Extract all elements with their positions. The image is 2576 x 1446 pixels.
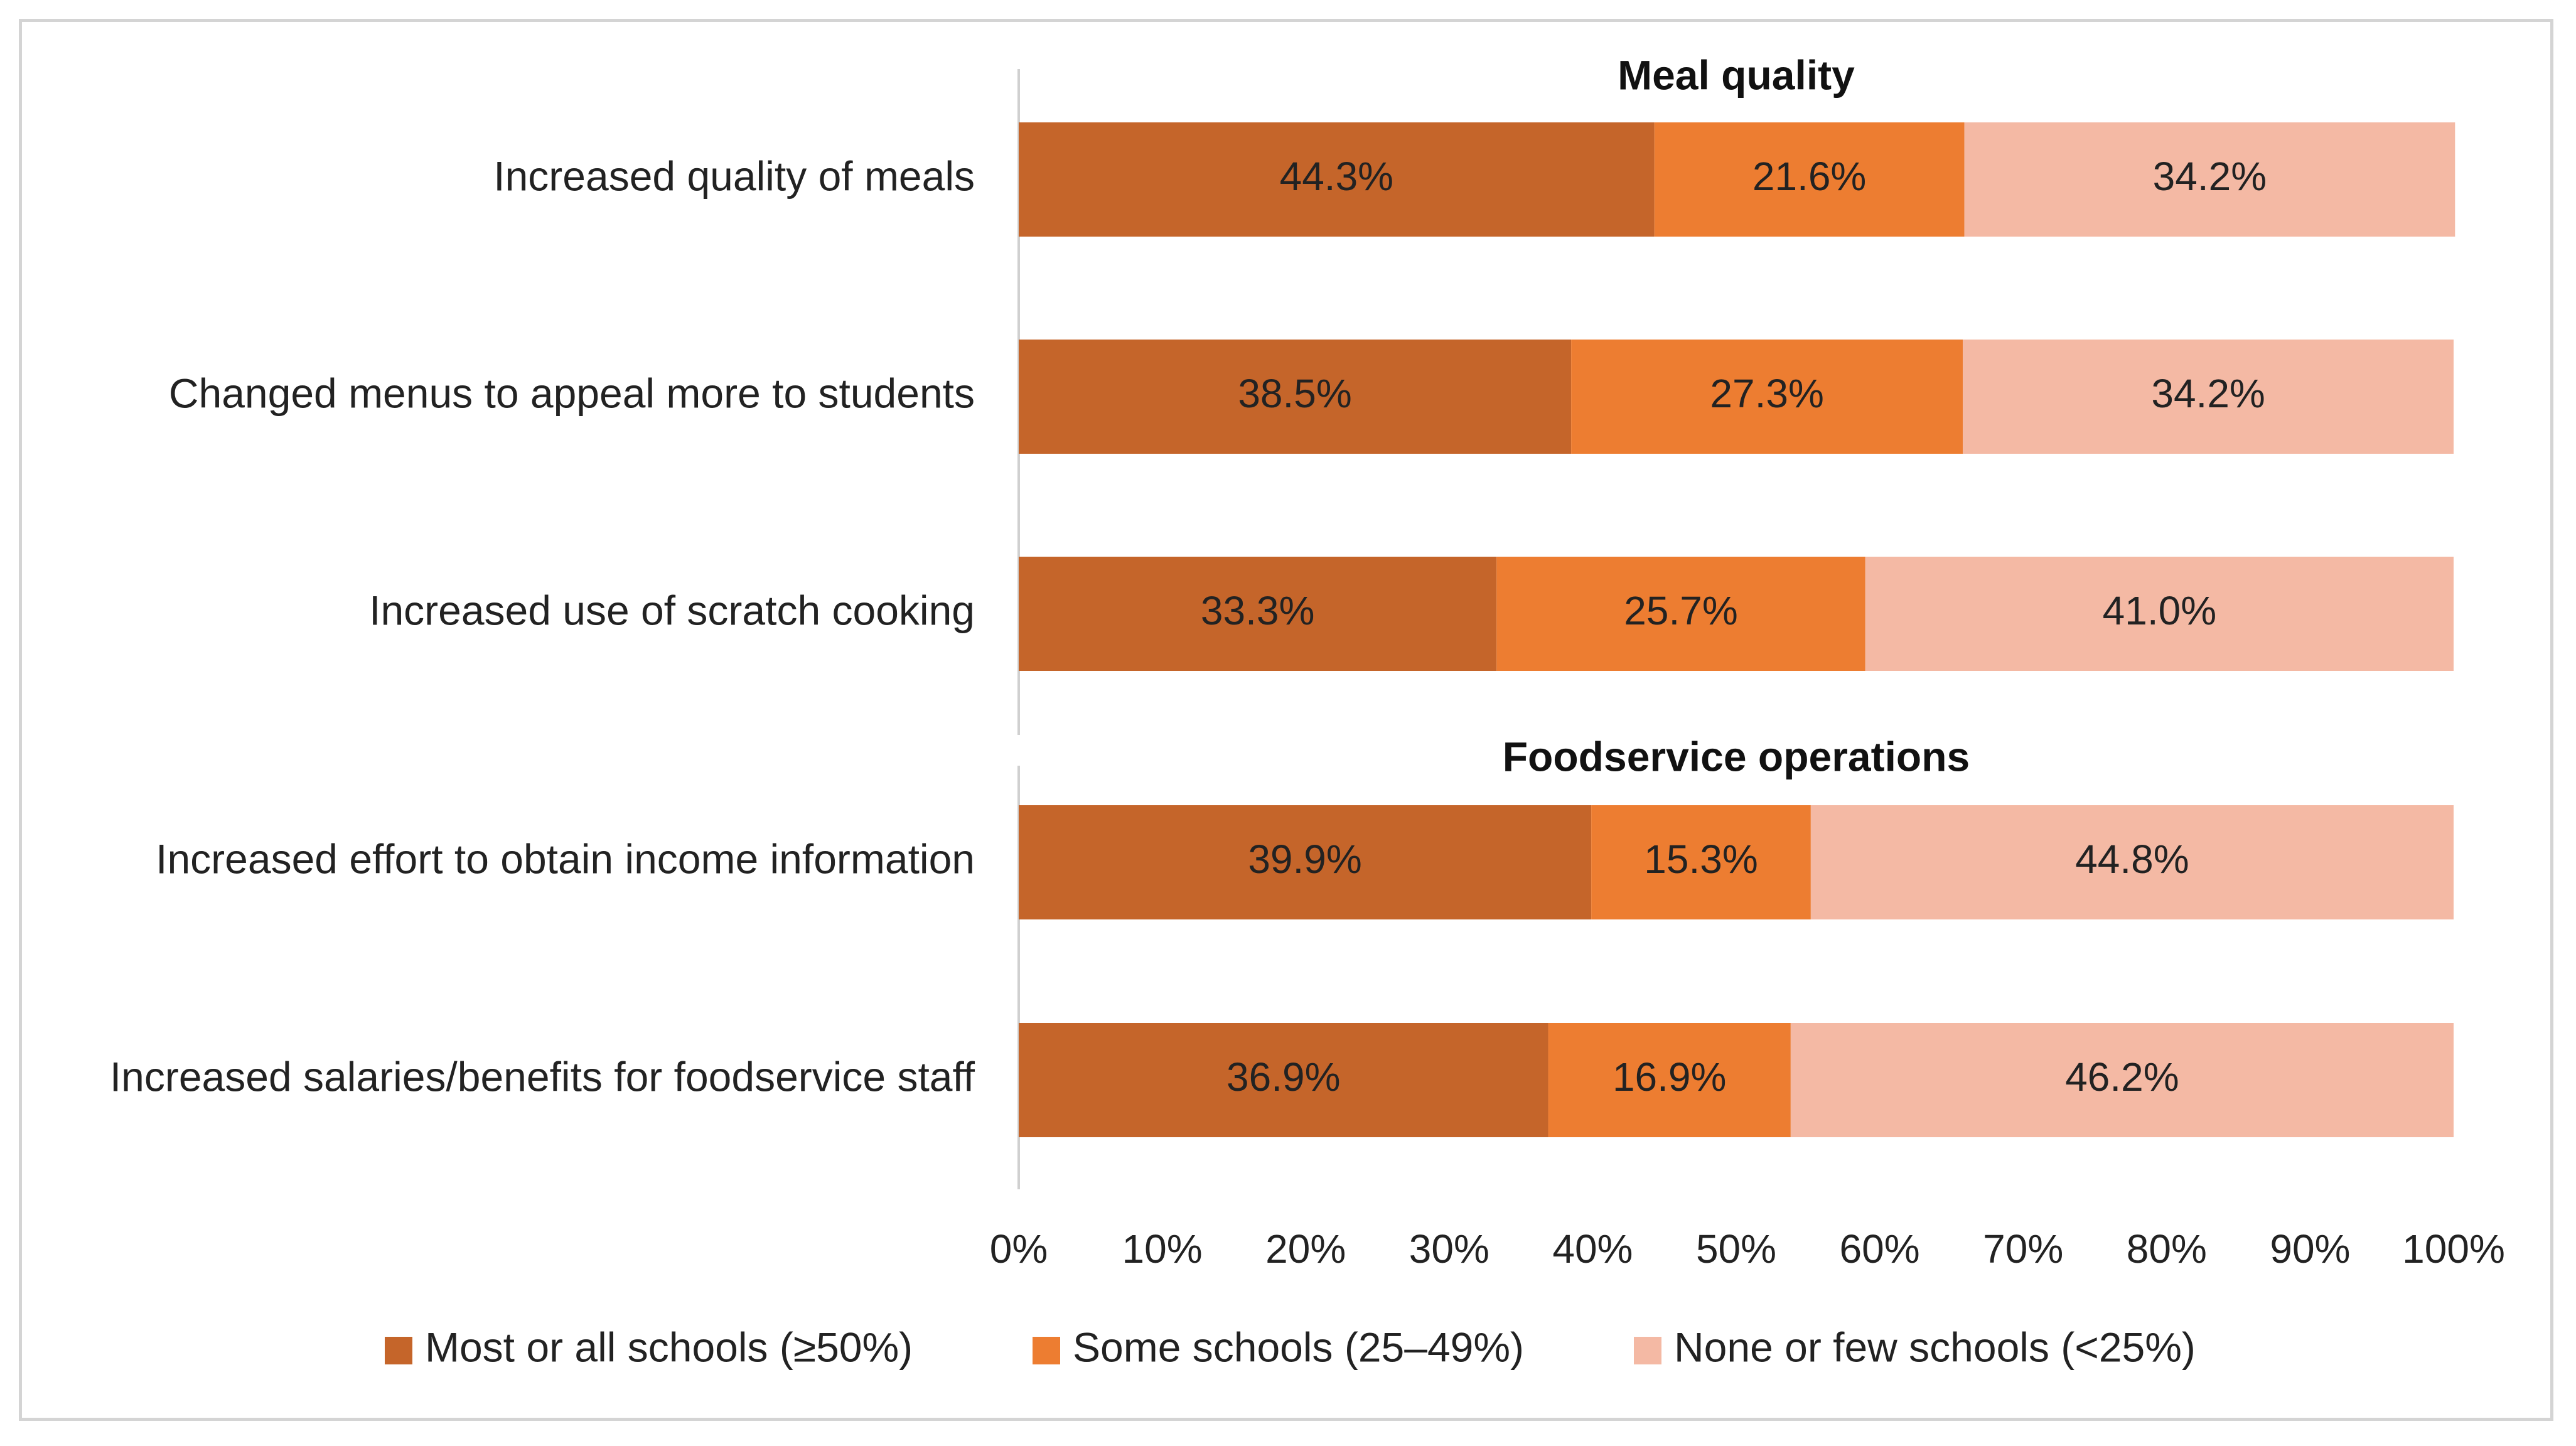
bar-increased-use-of-scratch-cooking-some-schools-25-49 (1496, 557, 1865, 671)
value-label-increased-quality-of-meals-2: 21.6% (1752, 154, 1866, 199)
bar-increased-effort-to-obtain-income-information-most-or-all-schools-50 (1019, 805, 1592, 919)
value-label-increased-use-of-scratch-cooking-3: 41.0% (2103, 588, 2216, 633)
value-label-changed-menus-to-appeal-more-to-students-3: 34.2% (2151, 371, 2265, 416)
bar-changed-menus-to-appeal-more-to-students-some-schools-25-49 (1571, 340, 1963, 454)
section-title-foodservice-operations: Foodservice operations (1503, 733, 1970, 779)
row-label-increased-quality-of-meals: Increased quality of meals (493, 153, 975, 199)
value-label-increased-effort-to-obtain-income-information-3: 44.8% (2075, 837, 2189, 882)
x-tick-label-2: 20% (1265, 1226, 1346, 1272)
legend-label-3: None or few schools (<25%) (1674, 1324, 2196, 1370)
value-label-changed-menus-to-appeal-more-to-students-1: 38.5% (1238, 371, 1351, 416)
legend-label-2: Some schools (25–49%) (1073, 1324, 1524, 1370)
section-title-meal-quality: Meal quality (1618, 51, 1855, 98)
bar-increased-effort-to-obtain-income-information-some-schools-25-49 (1591, 805, 1811, 919)
stacked-bar-chart: Meal quality Increased quality of meals 44… (110, 51, 2505, 1370)
bar-increased-effort-to-obtain-income-information-none-or-few-schools-25 (1810, 805, 2454, 919)
value-label-increased-quality-of-meals-3: 34.2% (2153, 154, 2267, 199)
bar-increased-quality-of-meals-some-schools-25-49 (1654, 122, 1965, 237)
bar-increased-salaries-benefits-for-foodservice-staff-some-schools-25-49 (1548, 1023, 1791, 1137)
value-label-increased-effort-to-obtain-income-information-1: 39.9% (1248, 837, 1361, 882)
value-label-increased-salaries-benefits-for-foodservice-staff-2: 16.9% (1613, 1054, 1726, 1100)
x-tick-label-10: 100% (2402, 1226, 2505, 1272)
bar-changed-menus-to-appeal-more-to-students-most-or-all-schools-50 (1019, 340, 1572, 454)
value-label-increased-use-of-scratch-cooking-2: 25.7% (1624, 588, 1737, 633)
value-label-increased-use-of-scratch-cooking-1: 33.3% (1201, 588, 1314, 633)
value-label-changed-menus-to-appeal-more-to-students-2: 27.3% (1710, 371, 1823, 416)
x-tick-label-8: 80% (2127, 1226, 2207, 1272)
row-label-increased-salaries-benefits-for-foodservice-staff: Increased salaries/benefits for foodserv… (110, 1053, 975, 1100)
x-tick-label-4: 40% (1552, 1226, 1633, 1272)
value-label-increased-salaries-benefits-for-foodservice-staff-3: 46.2% (2065, 1054, 2179, 1100)
x-tick-label-3: 30% (1409, 1226, 1489, 1272)
bar-changed-menus-to-appeal-more-to-students-none-or-few-schools-25 (1963, 340, 2454, 454)
chart-frame: Meal quality Increased quality of meals 44… (19, 19, 2553, 1421)
x-tick-label-0: 0% (990, 1226, 1048, 1272)
row-label-increased-use-of-scratch-cooking: Increased use of scratch cooking (369, 587, 975, 633)
bar-increased-use-of-scratch-cooking-most-or-all-schools-50 (1019, 557, 1497, 671)
bar-increased-salaries-benefits-for-foodservice-staff-most-or-all-schools-50 (1019, 1023, 1548, 1137)
x-tick-label-6: 60% (1840, 1226, 1920, 1272)
x-tick-label-9: 90% (2270, 1226, 2350, 1272)
bar-increased-quality-of-meals-none-or-few-schools-25 (1964, 122, 2455, 237)
row-label-increased-effort-to-obtain-income-information: Increased effort to obtain income inform… (156, 835, 975, 882)
legend-swatch-1 (385, 1337, 412, 1364)
row-label-changed-menus-to-appeal-more-to-students: Changed menus to appeal more to students (169, 370, 975, 416)
x-tick-label-5: 50% (1696, 1226, 1776, 1272)
bar-increased-use-of-scratch-cooking-none-or-few-schools-25 (1865, 557, 2454, 671)
bar-increased-quality-of-meals-most-or-all-schools-50 (1019, 122, 1655, 237)
value-label-increased-salaries-benefits-for-foodservice-staff-1: 36.9% (1226, 1054, 1340, 1100)
value-label-increased-quality-of-meals-1: 44.3% (1280, 154, 1393, 199)
legend-swatch-2 (1033, 1337, 1060, 1364)
x-tick-label-7: 70% (1983, 1226, 2063, 1272)
legend-swatch-3 (1634, 1337, 1661, 1364)
legend-label-1: Most or all schools (≥50%) (425, 1324, 913, 1370)
value-label-increased-effort-to-obtain-income-information-2: 15.3% (1644, 837, 1758, 882)
x-tick-label-1: 10% (1122, 1226, 1203, 1272)
bar-increased-salaries-benefits-for-foodservice-staff-none-or-few-schools-25 (1790, 1023, 2454, 1137)
